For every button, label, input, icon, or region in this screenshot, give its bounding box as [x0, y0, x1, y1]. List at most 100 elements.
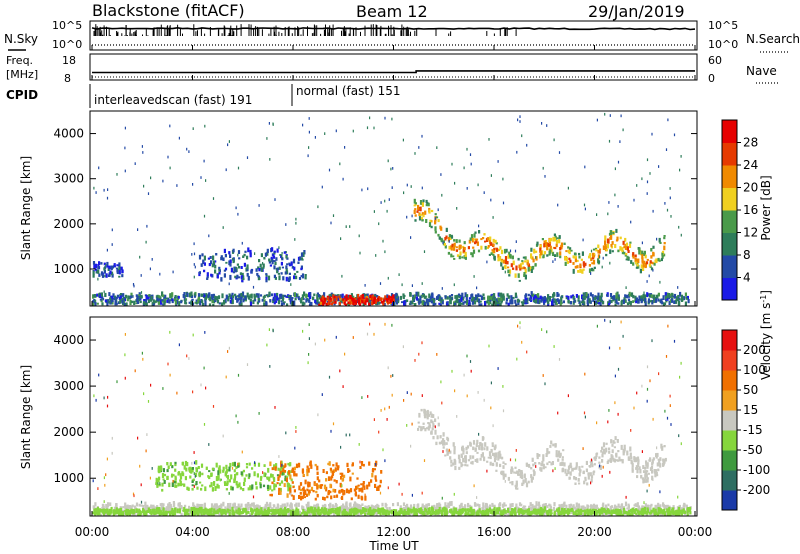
y-tick-label: 1000	[53, 262, 84, 276]
heatmap-cell	[295, 217, 297, 221]
heatmap-cell	[610, 439, 613, 444]
heatmap-cell	[532, 258, 535, 263]
heatmap-cell	[513, 508, 516, 513]
heatmap-cell	[302, 474, 305, 477]
heatmap-cell	[442, 508, 445, 512]
heatmap-cell	[253, 293, 256, 298]
heatmap-cell	[392, 503, 395, 507]
heatmap-cell	[121, 511, 124, 514]
heatmap-cell	[395, 509, 398, 514]
heatmap-cell	[186, 486, 189, 491]
heatmap-cell	[611, 250, 614, 253]
heatmap-cell	[195, 468, 198, 473]
heatmap-cell	[207, 475, 210, 478]
heatmap-cell	[249, 299, 252, 303]
heatmap-cell	[456, 254, 460, 257]
heatmap-cell	[101, 275, 105, 278]
heatmap-cell	[570, 249, 573, 252]
heatmap-cell	[448, 240, 450, 243]
heatmap-cell	[160, 511, 163, 516]
heatmap-cell	[353, 488, 356, 492]
heatmap-cell	[517, 300, 520, 305]
heatmap-cell	[625, 286, 627, 289]
heatmap-cell	[272, 255, 276, 259]
heatmap-cell	[483, 296, 486, 300]
heatmap-cell	[521, 260, 524, 262]
heatmap-cell	[646, 158, 649, 162]
heatmap-cell	[203, 214, 206, 218]
heatmap-cell	[371, 472, 374, 478]
heatmap-cell	[436, 296, 439, 300]
heatmap-cell	[191, 253, 193, 256]
heatmap-cell	[252, 299, 255, 305]
heatmap-cell	[440, 442, 443, 445]
heatmap-cell	[93, 294, 96, 298]
heatmap-cell	[108, 513, 111, 516]
heatmap-cell	[140, 296, 143, 299]
heatmap-cell	[655, 511, 658, 515]
heatmap-cell	[646, 510, 649, 515]
heatmap-cell	[349, 301, 352, 305]
heatmap-cell	[427, 202, 430, 207]
heatmap-cell	[369, 296, 372, 300]
heatmap-cell	[673, 133, 676, 137]
heatmap-cell	[288, 264, 291, 267]
heatmap-cell	[135, 302, 138, 305]
heatmap-cell	[166, 299, 169, 303]
heatmap-cell	[172, 510, 175, 515]
heatmap-cell	[206, 510, 209, 515]
heatmap-cell	[476, 286, 478, 290]
heatmap-cell	[312, 490, 315, 493]
heatmap-cell	[515, 503, 518, 508]
heatmap-cell	[340, 475, 343, 480]
heatmap-cell	[558, 151, 561, 154]
heatmap-cell	[501, 266, 504, 270]
heatmap-cell	[473, 233, 476, 238]
heatmap-cell	[466, 187, 468, 190]
heatmap-cell	[546, 246, 549, 251]
heatmap-cell	[327, 301, 330, 306]
heatmap-cell	[135, 294, 138, 297]
heatmap-cell	[142, 505, 145, 510]
heatmap-cell	[165, 513, 168, 516]
heatmap-cell	[470, 162, 472, 166]
heatmap-cell	[316, 297, 319, 303]
heatmap-cell	[320, 484, 324, 487]
heatmap-cell	[473, 502, 477, 507]
heatmap-cell	[451, 510, 454, 516]
heatmap-cell	[150, 295, 153, 301]
heatmap-cell	[265, 501, 269, 507]
heatmap-cell	[375, 479, 378, 482]
heatmap-cell	[298, 462, 301, 468]
heatmap-cell	[228, 479, 231, 483]
heatmap-cell	[621, 250, 624, 255]
heatmap-cell	[465, 302, 469, 305]
heatmap-cell	[518, 511, 521, 516]
heatmap-cell	[338, 506, 341, 512]
heatmap-cell	[430, 293, 434, 297]
heatmap-cell	[557, 450, 561, 455]
heatmap-cell	[663, 511, 666, 516]
heatmap-cell	[355, 511, 358, 515]
heatmap-cell	[197, 293, 201, 298]
nsky-panel: N.Sky 10^5 10^0 10^5 10^0 N.Search	[4, 19, 800, 53]
heatmap-cell	[265, 301, 268, 306]
heatmap-cell	[200, 506, 203, 512]
heatmap-cell	[195, 460, 198, 465]
heatmap-cell	[212, 260, 215, 265]
heatmap-cell	[606, 294, 609, 297]
heatmap-cell	[114, 299, 117, 303]
heatmap-cell	[362, 508, 365, 514]
heatmap-cell	[590, 249, 593, 253]
heatmap-cell	[635, 512, 638, 515]
heatmap-cell	[640, 297, 643, 303]
y-tick-label: 4000	[53, 127, 84, 141]
heatmap-cell	[155, 295, 158, 299]
heatmap-cell	[248, 295, 251, 300]
heatmap-cell	[589, 292, 592, 297]
heatmap-cell	[314, 463, 317, 467]
heatmap-cell	[651, 469, 654, 474]
heatmap-cell	[587, 296, 590, 301]
heatmap-cell	[214, 295, 217, 298]
